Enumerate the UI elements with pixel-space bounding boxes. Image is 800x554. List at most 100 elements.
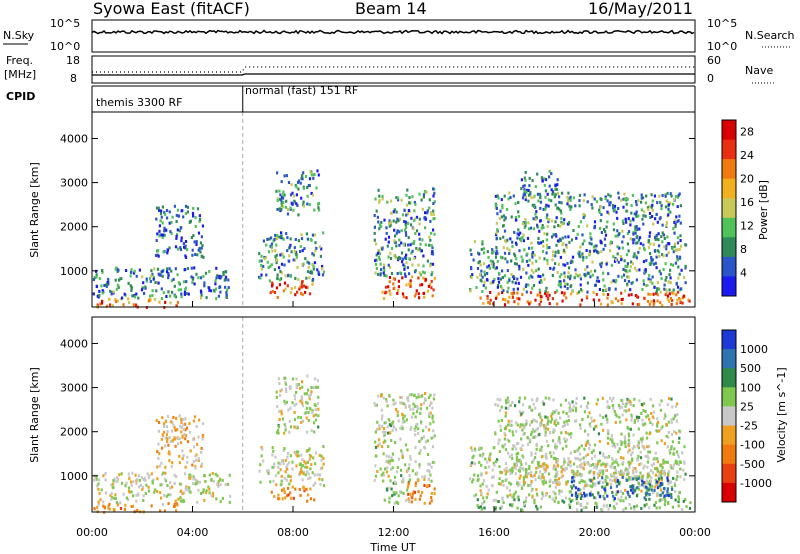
data-cell — [417, 276, 420, 280]
data-cell — [381, 290, 384, 294]
data-cell — [499, 506, 502, 510]
data-cell — [511, 495, 514, 499]
data-cell — [296, 450, 299, 454]
cpid-mode-2: normal (fast) 151 RF — [245, 84, 358, 97]
data-cell — [299, 245, 302, 248]
data-cell — [556, 482, 559, 486]
data-cell — [510, 292, 513, 295]
data-cell — [307, 418, 310, 422]
data-cell — [643, 496, 646, 500]
data-cell — [583, 463, 586, 467]
data-cell — [178, 229, 181, 233]
data-cell — [522, 426, 525, 430]
data-cell — [166, 248, 169, 252]
data-cell — [586, 439, 589, 443]
data-cell — [191, 248, 194, 252]
data-cell — [314, 418, 318, 422]
data-cell — [179, 499, 182, 503]
data-cell — [665, 199, 668, 203]
data-cell — [518, 400, 521, 404]
data-cell — [629, 403, 632, 406]
data-cell — [535, 447, 538, 451]
colorbar-tick-label: 25 — [740, 400, 754, 413]
data-cell — [132, 494, 135, 498]
data-cell — [577, 493, 580, 497]
data-cell — [528, 302, 531, 306]
data-cell — [516, 287, 519, 291]
data-cell — [414, 472, 417, 476]
data-cell — [657, 287, 661, 291]
data-cell — [313, 208, 316, 212]
data-cell — [513, 445, 516, 449]
data-cell — [650, 463, 653, 467]
data-cell — [515, 218, 518, 222]
data-cell — [312, 265, 315, 269]
data-cell — [167, 502, 170, 506]
data-cell — [578, 446, 581, 450]
data-cell — [386, 425, 389, 429]
data-cell — [590, 420, 594, 423]
data-cell — [662, 233, 666, 237]
data-cell — [546, 416, 549, 420]
data-cell — [653, 194, 656, 198]
data-cell — [569, 195, 572, 199]
data-cell — [470, 253, 473, 256]
data-cell — [551, 412, 554, 416]
data-cell — [574, 272, 578, 276]
data-cell — [554, 492, 557, 496]
data-cell — [482, 452, 485, 456]
data-cell — [497, 482, 501, 486]
data-cell — [382, 479, 385, 483]
data-cell — [388, 423, 392, 427]
data-cell — [621, 219, 624, 223]
data-cell — [520, 423, 523, 427]
data-cell — [393, 475, 397, 479]
data-cell — [495, 295, 498, 299]
data-cell — [184, 428, 187, 432]
data-cell — [574, 268, 577, 272]
data-cell — [296, 426, 299, 430]
data-cell — [292, 377, 295, 381]
data-cell — [664, 500, 667, 503]
data-cell — [679, 221, 682, 225]
data-cell — [558, 200, 561, 204]
data-cell — [485, 278, 489, 282]
data-cell — [632, 404, 635, 407]
data-cell — [656, 281, 659, 285]
data-cell — [566, 287, 569, 290]
data-cell — [386, 200, 389, 204]
data-cell — [552, 398, 555, 402]
data-cell — [607, 455, 611, 459]
data-cell — [636, 419, 640, 422]
data-cell — [544, 433, 547, 437]
data-cell — [430, 499, 433, 503]
data-cell — [554, 250, 557, 254]
data-cell — [638, 227, 641, 231]
data-cell — [313, 430, 316, 434]
data-cell — [499, 277, 502, 281]
data-cell — [409, 455, 412, 458]
data-cell — [280, 277, 283, 281]
data-cell — [409, 457, 412, 461]
data-cell — [479, 484, 482, 488]
data-cell — [314, 462, 317, 466]
data-cell — [383, 218, 386, 222]
data-cell — [528, 227, 531, 231]
data-cell — [583, 193, 586, 197]
data-cell — [176, 428, 179, 432]
data-cell — [601, 485, 604, 489]
data-cell — [627, 460, 630, 464]
data-cell — [569, 490, 572, 494]
data-cell — [656, 299, 659, 303]
data-cell — [422, 401, 426, 405]
data-cell — [632, 486, 635, 490]
data-cell — [681, 301, 684, 305]
data-cell — [397, 288, 400, 292]
data-cell — [137, 474, 141, 478]
data-cell — [300, 420, 303, 424]
data-cell — [566, 432, 569, 435]
data-cell — [578, 458, 581, 462]
data-cell — [182, 242, 185, 246]
colorbar-tick-label: -100 — [740, 439, 765, 452]
data-cell — [633, 476, 636, 480]
